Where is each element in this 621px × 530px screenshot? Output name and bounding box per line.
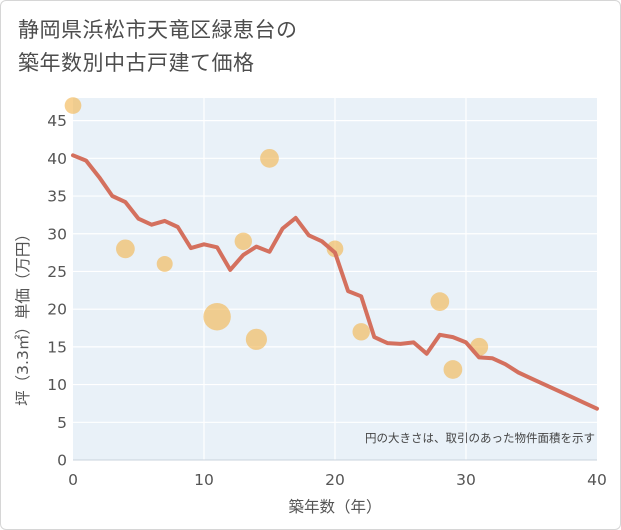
chart-title: 静岡県浜松市天竜区緑恵台の 築年数別中古戸建て価格	[18, 14, 298, 80]
bubble-point	[245, 328, 267, 350]
x-tick-label: 10	[194, 471, 214, 489]
bubble-point	[156, 255, 173, 272]
bubble-point	[326, 240, 344, 258]
chart-title-line2: 築年数別中古戸建て価格	[18, 51, 255, 75]
y-tick-label: 35	[47, 188, 67, 206]
chart-title-line1: 静岡県浜松市天竜区緑恵台の	[18, 18, 298, 42]
x-tick-label: 20	[325, 471, 345, 489]
bubble-point	[116, 239, 135, 259]
average-price-line	[71, 153, 599, 411]
x-axis-label: 築年数（年）	[288, 498, 381, 516]
x-tick-label: 30	[456, 471, 476, 489]
bubble-point	[234, 232, 253, 251]
y-tick-label: 5	[57, 414, 67, 432]
bubble-point	[260, 148, 279, 168]
bubble-point	[443, 360, 463, 379]
bubble-size-note: 円の大きさは、取引のあった物件面積を示す	[365, 431, 595, 445]
x-tick-label: 40	[587, 471, 607, 489]
y-tick-label: 20	[47, 301, 67, 319]
y-tick-label: 45	[47, 112, 67, 130]
y-tick-label: 15	[47, 338, 67, 356]
y-tick-label: 10	[47, 376, 67, 394]
bubble-point	[352, 323, 370, 341]
y-tick-label: 30	[47, 225, 67, 243]
y-tick-label: 40	[47, 150, 67, 168]
y-tick-label: 0	[57, 452, 67, 470]
bubble-point	[203, 302, 231, 331]
x-tick-label: 0	[68, 471, 78, 489]
bubble-point	[430, 292, 450, 312]
y-tick-label: 25	[47, 263, 67, 281]
bubble-point	[64, 97, 82, 114]
bubble-point	[470, 337, 489, 356]
y-axis-label: 坪（3.3㎡）単価（万円）	[14, 226, 32, 406]
